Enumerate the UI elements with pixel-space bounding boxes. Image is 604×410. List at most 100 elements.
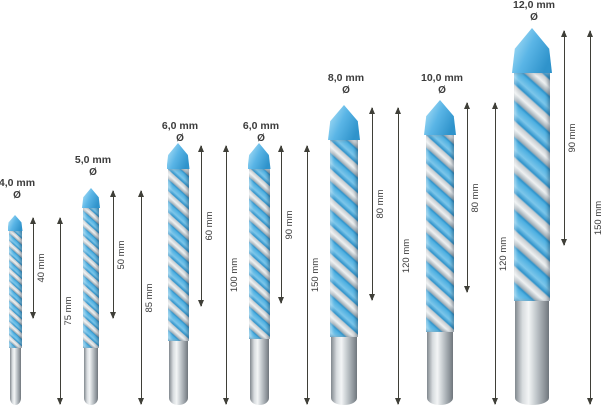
working-length-dimension-arrowhead-bottom: [464, 286, 470, 293]
bit-diameter-value: 12,0 mm: [512, 0, 556, 11]
total-length-dimension-arrowhead-bottom: [138, 398, 144, 405]
total-length-dimension-value: 120 mm: [401, 238, 412, 274]
drill-bit-flutes: [167, 169, 189, 341]
drill-bit: [512, 28, 552, 405]
bit-diameter-value: 5,0 mm: [74, 154, 112, 166]
drill-bit: [82, 188, 100, 405]
diameter-symbol: Ø: [530, 11, 538, 23]
total-length-dimension-line: [141, 191, 142, 404]
total-length-dimension-value: 150 mm: [593, 200, 604, 236]
bit-diameter-value: 8,0 mm: [327, 72, 365, 84]
working-length-dimension-value: 90 mm: [567, 123, 578, 153]
drill-bit-shank: [84, 348, 98, 405]
total-length-dimension-value: 75 mm: [63, 296, 74, 326]
drill-bit-flutes: [248, 169, 270, 339]
working-length-dimension-arrowhead-bottom: [369, 294, 375, 301]
diameter-symbol: Ø: [342, 84, 350, 96]
working-length-dimension-arrowhead-top: [30, 217, 36, 224]
working-length-dimension-line: [33, 218, 34, 318]
bit-diameter-label: 6,0 mm Ø: [242, 120, 280, 144]
working-length-dimension-value: 80 mm: [375, 189, 386, 219]
bit-diameter-label: 4,0 mm Ø: [0, 177, 36, 201]
total-length-dimension-arrowhead-bottom: [395, 398, 401, 405]
working-length-dimension-arrowhead-top: [369, 107, 375, 114]
total-length-dimension-arrowhead-bottom: [57, 398, 63, 405]
working-length-dimension-arrowhead-top: [110, 190, 116, 197]
drill-bit-carbide-tip: [7, 215, 23, 231]
bit-diameter-value: 10,0 mm: [420, 72, 464, 84]
bit-diameter-value: 4,0 mm: [0, 177, 36, 189]
drill-bit-shank: [427, 332, 453, 405]
drill-bit-carbide-tip: [328, 105, 360, 140]
total-length-dimension-value: 100 mm: [229, 257, 240, 293]
bit-diameter-label: 10,0 mm Ø: [420, 72, 464, 96]
total-length-dimension-arrowhead-bottom: [492, 398, 498, 405]
working-length-dimension-value: 50 mm: [116, 240, 127, 270]
total-length-dimension-arrowhead-top: [492, 102, 498, 109]
working-length-dimension-arrowhead-bottom: [110, 312, 116, 319]
diameter-symbol: Ø: [257, 132, 265, 144]
total-length-dimension-arrowhead-top: [587, 30, 593, 37]
bit-diameter-label: 12,0 mm Ø: [513, 0, 555, 23]
working-length-dimension-line: [281, 146, 282, 303]
drill-bit-flutes: [83, 208, 99, 348]
bit-diameter-label: 5,0 mm Ø: [74, 154, 112, 178]
working-length-dimension-value: 40 mm: [36, 253, 47, 283]
diameter-symbol: Ø: [13, 189, 21, 201]
bit-diameter-value: 6,0 mm: [242, 120, 280, 132]
working-length-dimension-value: 80 mm: [470, 183, 481, 213]
drill-bit-shank: [9, 348, 21, 405]
working-length-dimension-value: 90 mm: [284, 210, 295, 240]
working-length-dimension-value: 60 mm: [204, 211, 215, 241]
drill-bit: [7, 215, 23, 405]
total-length-dimension-arrowhead-top: [223, 145, 229, 152]
drill-bit-shank: [515, 301, 549, 405]
drill-bit: [247, 143, 271, 405]
working-length-dimension-arrowhead-top: [278, 145, 284, 152]
total-length-dimension-line: [398, 108, 399, 404]
bit-diameter-label: 6,0 mm Ø: [161, 120, 199, 144]
total-length-dimension-value: 150 mm: [310, 257, 321, 293]
total-length-dimension-arrowhead-top: [57, 217, 63, 224]
working-length-dimension-arrowhead-bottom: [30, 312, 36, 319]
total-length-dimension-arrowhead-bottom: [304, 398, 310, 405]
drill-bit-shank: [331, 337, 357, 405]
diameter-symbol: Ø: [176, 132, 184, 144]
drill-bit-flutes: [8, 231, 22, 348]
drill-bit-shank: [168, 341, 188, 405]
total-length-dimension-line: [60, 218, 61, 404]
bit-diameter-value: 6,0 mm: [161, 120, 199, 132]
total-length-dimension-value: 120 mm: [498, 236, 509, 272]
working-length-dimension-arrowhead-bottom: [561, 239, 567, 246]
working-length-dimension-line: [372, 108, 373, 300]
bit-diameter-label: 8,0 mm Ø: [327, 72, 365, 96]
working-length-dimension-line: [201, 146, 202, 306]
working-length-dimension-line: [467, 103, 468, 292]
drill-bit-flutes: [514, 73, 550, 301]
drill-bit-shank: [249, 339, 269, 405]
working-length-dimension-line: [564, 31, 565, 245]
working-length-dimension-arrowhead-bottom: [278, 297, 284, 304]
total-length-dimension-line: [226, 146, 227, 404]
total-length-dimension-value: 85 mm: [144, 283, 155, 313]
diameter-symbol: Ø: [438, 84, 446, 96]
total-length-dimension-arrowhead-top: [304, 145, 310, 152]
total-length-dimension-arrowhead-bottom: [587, 398, 593, 405]
drill-bit-carbide-tip: [82, 188, 100, 208]
total-length-dimension-arrowhead-bottom: [223, 398, 229, 405]
diameter-symbol: Ø: [89, 166, 97, 178]
total-length-dimension-line: [495, 103, 496, 404]
drill-bit-carbide-tip: [247, 143, 271, 169]
working-length-dimension-arrowhead-top: [561, 30, 567, 37]
drill-bit-carbide-tip: [512, 28, 552, 73]
drill-bit-flutes: [330, 140, 358, 337]
working-length-dimension-arrowhead-top: [464, 102, 470, 109]
total-length-dimension-arrowhead-top: [138, 190, 144, 197]
drill-bit: [328, 105, 360, 405]
total-length-dimension-line: [307, 146, 308, 404]
total-length-dimension-arrowhead-top: [395, 107, 401, 114]
drill-bit: [166, 143, 190, 405]
working-length-dimension-arrowhead-bottom: [198, 300, 204, 307]
total-length-dimension-line: [590, 31, 591, 404]
